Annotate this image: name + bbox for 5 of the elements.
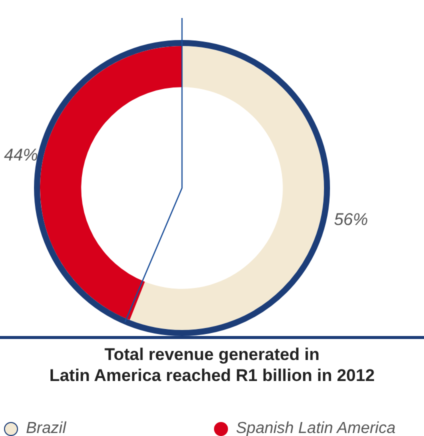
text: Total revenue generated in Latin America reached R1 billion in 2012 (48, 344, 376, 386)
data-label: 44% (4, 146, 38, 165)
legend-label: Spanish Latin America (236, 420, 396, 436)
legend-label: Brazil (26, 420, 66, 436)
data-label: 56% (334, 210, 368, 229)
